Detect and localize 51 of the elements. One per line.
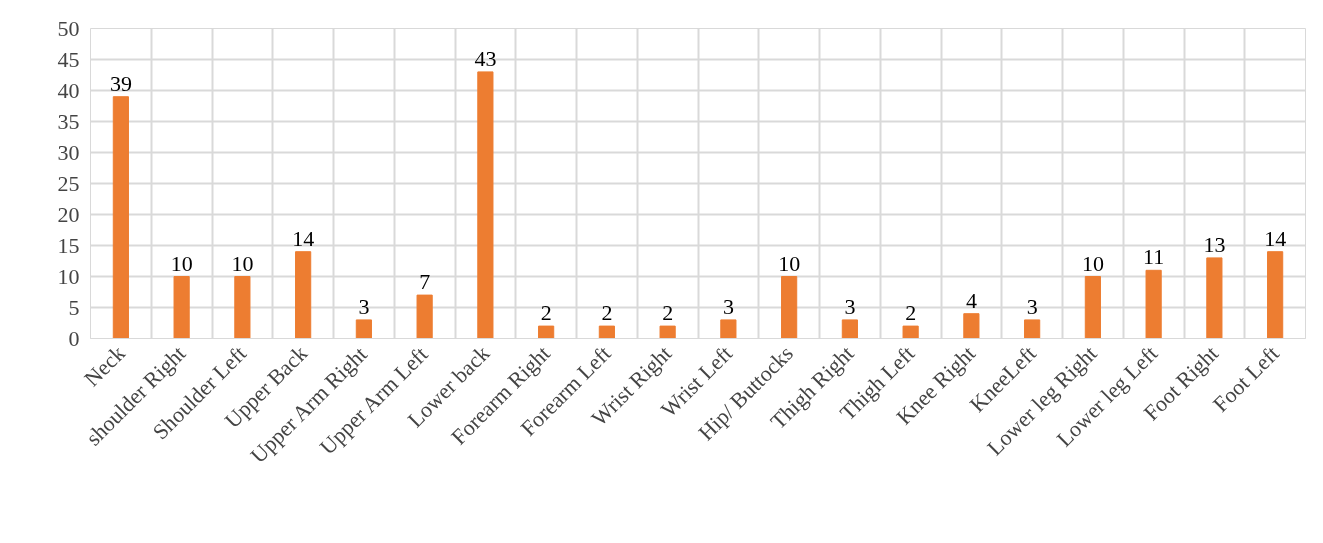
bar xyxy=(173,276,190,339)
bar xyxy=(1206,257,1223,339)
bar xyxy=(1084,276,1101,339)
data-label: 2 xyxy=(601,300,613,326)
data-label: 3 xyxy=(1026,293,1038,319)
data-label: 39 xyxy=(109,70,132,96)
data-label: 10 xyxy=(778,250,801,276)
bar xyxy=(720,319,737,339)
data-label: 4 xyxy=(965,287,977,313)
bar xyxy=(781,276,798,339)
data-label: 11 xyxy=(1143,244,1165,270)
y-tick-label: 25 xyxy=(57,170,80,196)
y-tick-label: 50 xyxy=(57,15,80,41)
bar xyxy=(659,325,676,339)
data-label: 3 xyxy=(722,293,734,319)
bar xyxy=(416,294,433,339)
y-tick-label: 5 xyxy=(68,294,80,320)
data-label: 2 xyxy=(905,300,917,326)
data-label: 7 xyxy=(419,269,431,295)
y-tick-label: 45 xyxy=(57,46,80,72)
data-label: 2 xyxy=(540,300,552,326)
y-tick-label: 15 xyxy=(57,232,80,258)
y-tick-label: 35 xyxy=(57,108,80,134)
bar xyxy=(1267,251,1284,339)
bar xyxy=(841,319,858,339)
bar xyxy=(355,319,372,339)
bar xyxy=(295,251,312,339)
bar xyxy=(477,71,494,339)
data-label: 10 xyxy=(170,250,193,276)
y-tick-label: 30 xyxy=(57,139,80,165)
data-label: 13 xyxy=(1203,231,1226,257)
data-label: 3 xyxy=(358,293,370,319)
y-tick-label: 0 xyxy=(68,325,80,351)
data-label: 10 xyxy=(231,250,254,276)
bar xyxy=(963,313,980,339)
bar xyxy=(1024,319,1041,339)
y-tick-label: 40 xyxy=(57,77,80,103)
bar xyxy=(112,96,129,339)
y-tick-label: 10 xyxy=(57,263,80,289)
y-tick-label: 20 xyxy=(57,201,80,227)
data-label: 10 xyxy=(1081,250,1104,276)
bar xyxy=(902,325,919,339)
data-label: 43 xyxy=(474,45,497,71)
data-label: 3 xyxy=(844,293,856,319)
bar xyxy=(598,325,615,339)
data-label: 14 xyxy=(292,225,315,251)
data-label: 14 xyxy=(1264,225,1287,251)
bar xyxy=(234,276,251,339)
data-label: 2 xyxy=(662,300,674,326)
bar xyxy=(1145,269,1162,339)
bar xyxy=(538,325,555,339)
